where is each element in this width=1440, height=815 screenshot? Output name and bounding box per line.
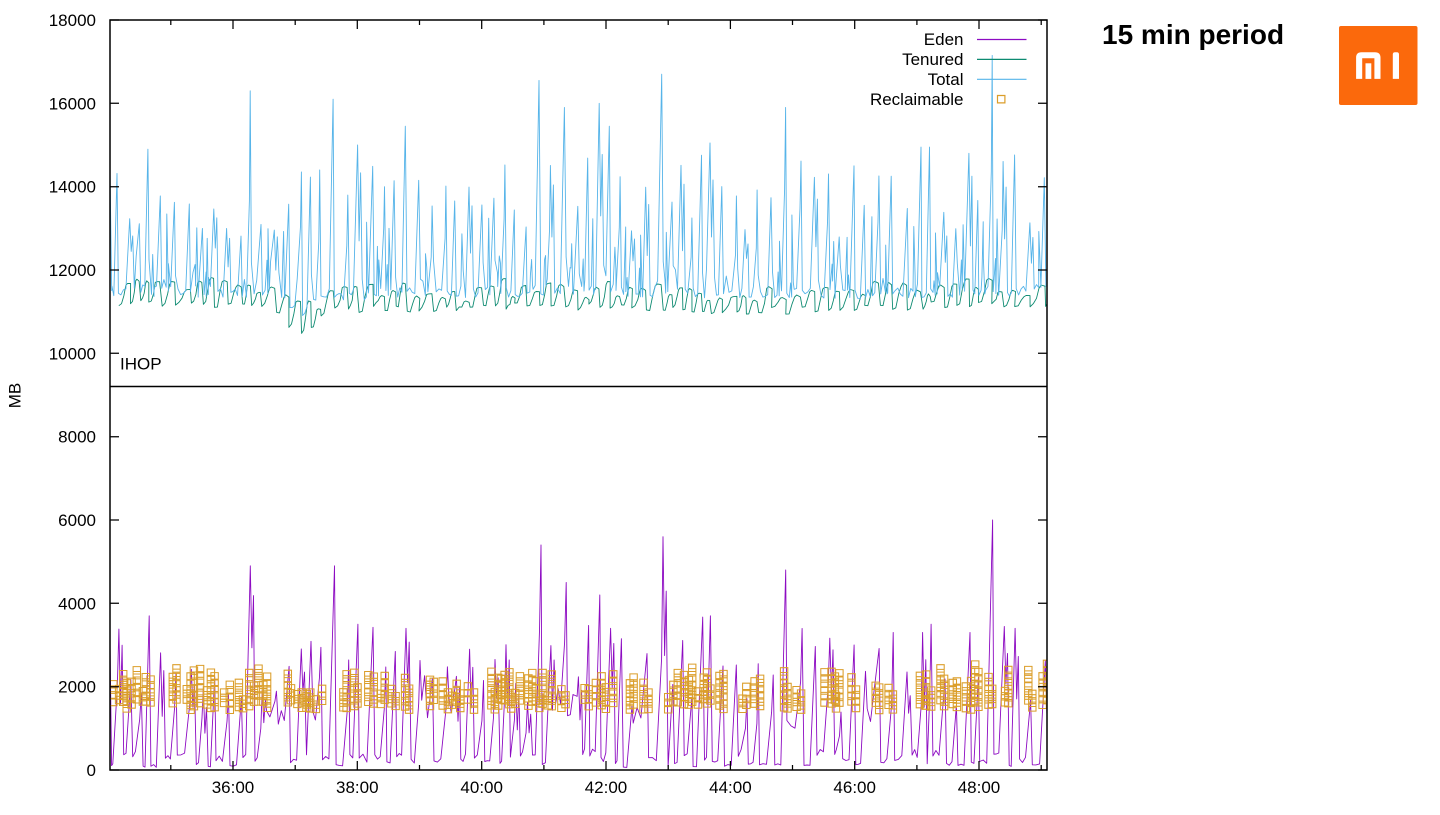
svg-text:10000: 10000 bbox=[49, 344, 96, 363]
svg-text:Total: Total bbox=[928, 70, 964, 89]
svg-text:38:00: 38:00 bbox=[336, 778, 379, 797]
svg-text:16000: 16000 bbox=[49, 94, 96, 113]
svg-text:14000: 14000 bbox=[49, 178, 96, 197]
svg-text:44:00: 44:00 bbox=[709, 778, 752, 797]
svg-text:2000: 2000 bbox=[58, 678, 96, 697]
svg-text:36:00: 36:00 bbox=[212, 778, 255, 797]
svg-text:Reclaimable: Reclaimable bbox=[870, 90, 964, 109]
svg-text:48:00: 48:00 bbox=[958, 778, 1001, 797]
svg-text:18000: 18000 bbox=[49, 11, 96, 30]
svg-text:46:00: 46:00 bbox=[833, 778, 876, 797]
svg-text:IHOP: IHOP bbox=[120, 355, 162, 374]
svg-text:6000: 6000 bbox=[58, 511, 96, 530]
svg-text:40:00: 40:00 bbox=[460, 778, 503, 797]
svg-text:15 min period: 15 min period bbox=[1102, 19, 1284, 50]
svg-text:Tenured: Tenured bbox=[902, 50, 963, 69]
svg-text:4000: 4000 bbox=[58, 594, 96, 613]
svg-text:12000: 12000 bbox=[49, 261, 96, 280]
svg-text:MB: MB bbox=[6, 383, 25, 409]
svg-text:0: 0 bbox=[87, 761, 96, 780]
svg-text:Eden: Eden bbox=[924, 30, 964, 49]
svg-text:42:00: 42:00 bbox=[585, 778, 628, 797]
svg-text:8000: 8000 bbox=[58, 428, 96, 447]
